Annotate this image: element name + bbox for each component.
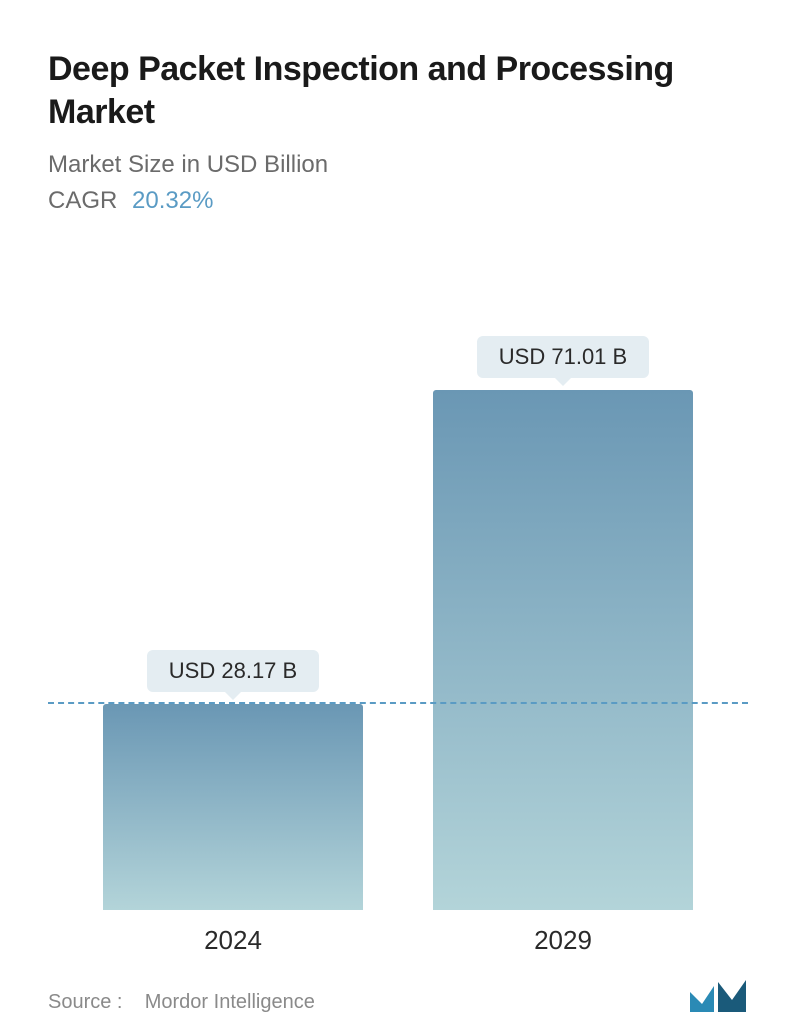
bar [433,390,693,910]
x-axis-label: 2029 [433,925,693,956]
reference-line [48,702,748,704]
cagr-line: CAGR 20.32% [48,187,748,215]
cagr-value: 20.32% [132,187,213,214]
bars-row: USD 28.17 B USD 71.01 B [48,243,748,910]
bar [103,704,363,910]
chart-title: Deep Packet Inspection and Processing Ma… [48,48,748,133]
x-axis: 2024 2029 [48,925,748,956]
cagr-label: CAGR [48,187,117,214]
x-axis-label: 2024 [103,925,363,956]
source-name: Mordor Intelligence [145,991,315,1013]
mordor-logo-icon [688,978,748,1014]
chart-area: USD 28.17 B USD 71.01 B 2024 2029 [48,243,748,970]
value-badge: USD 71.01 B [477,336,649,378]
footer: Source : Mordor Intelligence [48,970,748,1014]
value-badge: USD 28.17 B [147,650,319,692]
source-attribution: Source : Mordor Intelligence [48,991,315,1014]
chart-subtitle: Market Size in USD Billion [48,151,748,179]
source-label: Source : [48,991,122,1013]
bar-group: USD 71.01 B [433,336,693,910]
bar-group: USD 28.17 B [103,650,363,910]
chart-card: Deep Packet Inspection and Processing Ma… [0,0,796,1034]
